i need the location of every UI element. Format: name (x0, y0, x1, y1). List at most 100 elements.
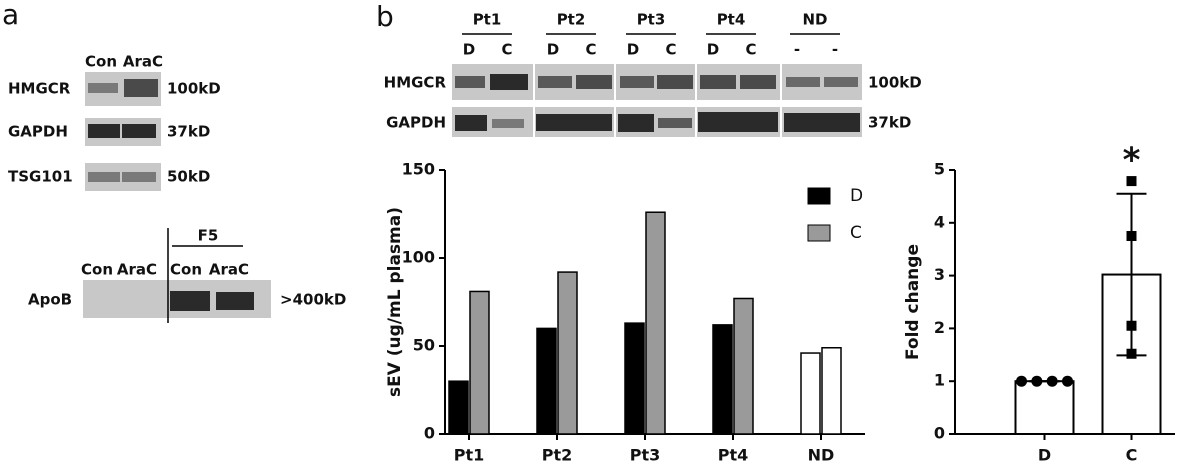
size-label: >400kD (280, 291, 346, 309)
band (492, 119, 524, 128)
y-tick-label: 1 (934, 371, 945, 390)
lane-label: D (547, 41, 559, 59)
lane-label: AraC (123, 53, 163, 71)
band (122, 124, 156, 138)
bar (469, 290, 490, 435)
band (700, 75, 736, 89)
bar (645, 211, 666, 435)
legend-label: C (850, 223, 862, 243)
blot-images (83, 64, 862, 318)
y-tick-label: 2 (934, 318, 945, 337)
lane-label: AraC (117, 261, 157, 279)
point (1046, 375, 1058, 387)
blot-bands (88, 74, 860, 311)
band (824, 77, 858, 87)
lane-label: C (665, 41, 676, 59)
lane-label: AraC (209, 261, 249, 279)
x-tick-label: Pt3 (630, 446, 661, 465)
bar (448, 380, 469, 435)
band (658, 118, 692, 128)
band (657, 75, 693, 89)
annotation: * (1123, 140, 1141, 180)
bar (800, 352, 821, 435)
patient-label: Pt3 (637, 11, 666, 29)
lane-label: C (501, 41, 512, 59)
legend-swatch (807, 187, 831, 205)
band (122, 172, 156, 182)
y-tick-label: 100 (402, 248, 435, 267)
x-tick-label: Pt1 (454, 446, 485, 465)
x-tick-label: D (1038, 446, 1051, 465)
band (170, 291, 210, 311)
y-tick-label: 4 (934, 212, 945, 231)
protein-label: TSG101 (8, 168, 73, 186)
size-label: 50kD (167, 168, 210, 186)
y-tick-label: 0 (934, 424, 945, 443)
patient-label: ND (802, 11, 827, 29)
size-label: 100kD (167, 80, 221, 98)
band (490, 74, 528, 90)
lane-label: D (627, 41, 639, 59)
patient-label: Pt4 (717, 11, 746, 29)
lane-label: C (585, 41, 596, 59)
panel-letter: b (376, 0, 394, 33)
lane-label: D (707, 41, 719, 59)
band (216, 292, 254, 310)
group-label: F5 (198, 227, 219, 245)
lane-label: Con (170, 261, 202, 279)
band (88, 124, 120, 138)
lane-label: Con (85, 53, 117, 71)
band (618, 114, 654, 132)
point (1126, 348, 1137, 359)
lane-label: - (832, 41, 838, 59)
x-tick-label: Pt2 (542, 446, 573, 465)
y-tick-label: 3 (934, 265, 945, 284)
point (1126, 320, 1137, 331)
y-axis-label: sEV (ug/mL plasma) (385, 207, 405, 397)
band (455, 115, 487, 131)
x-tick-label: C (1126, 446, 1138, 465)
point (1126, 231, 1137, 241)
panel-letter: a (2, 0, 19, 31)
band (536, 114, 612, 131)
bar (821, 347, 842, 435)
x-tick-label: ND (808, 446, 835, 465)
blot-dividers (533, 64, 782, 137)
lane-label: - (794, 41, 800, 59)
band (538, 76, 572, 88)
bar (536, 327, 557, 435)
band (88, 83, 118, 93)
band (786, 77, 820, 87)
y-tick-label: 5 (934, 160, 945, 179)
size-label: 37kD (167, 123, 210, 141)
lane-label: D (463, 41, 475, 59)
band (740, 75, 776, 89)
size-label: 37kD (868, 114, 911, 132)
band (784, 113, 860, 132)
point (1016, 375, 1027, 387)
y-axis-label: Fold change (903, 244, 923, 360)
point (1031, 375, 1043, 387)
size-label: 100kD (868, 74, 922, 92)
band (124, 79, 158, 97)
band (698, 112, 778, 132)
point (1126, 176, 1137, 187)
patient-label: Pt1 (473, 11, 502, 29)
protein-label: GAPDH (8, 123, 68, 141)
y-tick-label: 0 (424, 424, 435, 443)
legend-swatch (807, 224, 831, 242)
protein-label: HMGCR (384, 74, 447, 92)
band (455, 76, 485, 88)
bar (624, 322, 645, 435)
bar (733, 297, 754, 435)
protein-label: HMGCR (8, 80, 71, 98)
protein-label: ApoB (28, 291, 72, 309)
bar (1014, 380, 1075, 436)
protein-label: GAPDH (386, 114, 446, 132)
y-tick-label: 50 (413, 336, 435, 355)
y-tick-label: 150 (402, 160, 435, 179)
patient-label: Pt2 (557, 11, 586, 29)
bar (557, 271, 578, 435)
legend-label: D (850, 186, 863, 206)
